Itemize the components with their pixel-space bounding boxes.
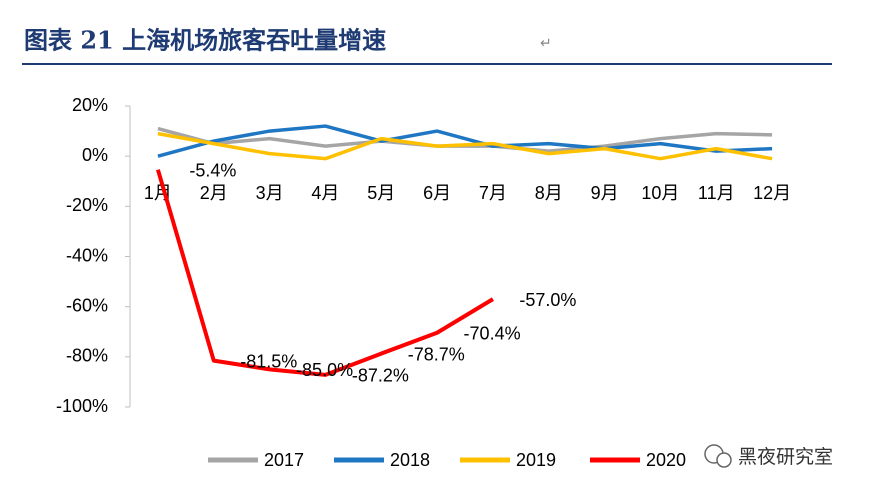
y-tick-label: 0% bbox=[82, 145, 108, 165]
data-label: -85.0% bbox=[296, 360, 353, 380]
series-line bbox=[157, 131, 773, 161]
y-tick-label: -60% bbox=[66, 295, 108, 315]
x-tick-label: 4月 bbox=[311, 183, 339, 203]
legend-label: 2017 bbox=[264, 450, 304, 470]
x-tick-label: 12月 bbox=[753, 183, 791, 203]
legend-label: 2020 bbox=[646, 450, 686, 470]
watermark-text: 黑夜研究室 bbox=[738, 446, 833, 468]
y-tick-label: -40% bbox=[66, 245, 108, 265]
series-line bbox=[155, 169, 494, 377]
x-tick-label: 11月 bbox=[698, 183, 735, 203]
x-tick-label: 10月 bbox=[641, 183, 679, 203]
y-tick-label: -80% bbox=[66, 346, 108, 366]
return-mark: ↵ bbox=[540, 35, 552, 51]
legend-label: 2018 bbox=[390, 450, 430, 470]
x-tick-label: 7月 bbox=[479, 183, 507, 203]
data-label: -87.2% bbox=[352, 366, 409, 386]
y-tick-label: -20% bbox=[66, 195, 108, 215]
watermark-icon bbox=[716, 452, 732, 468]
x-tick-label: 5月 bbox=[367, 183, 395, 203]
data-label: -70.4% bbox=[464, 324, 521, 344]
y-tick-label: 20% bbox=[72, 95, 108, 115]
legend-label: 2019 bbox=[516, 450, 556, 470]
data-label: -78.7% bbox=[408, 344, 465, 364]
x-tick-label: 2月 bbox=[200, 183, 228, 203]
x-tick-label: 8月 bbox=[535, 183, 563, 203]
x-tick-label: 6月 bbox=[423, 183, 451, 203]
chart-title: 图表 21 上海机场旅客吞吐量增速 bbox=[24, 26, 386, 55]
data-label: -81.5% bbox=[240, 351, 297, 371]
x-tick-label: 9月 bbox=[591, 183, 619, 203]
y-tick-label: -100% bbox=[56, 396, 108, 416]
data-label: -57.0% bbox=[519, 290, 576, 310]
data-label: -5.4% bbox=[189, 160, 236, 180]
series-line bbox=[157, 124, 773, 158]
watermark: 黑夜研究室 bbox=[704, 444, 833, 468]
x-tick-label: 3月 bbox=[256, 183, 284, 203]
